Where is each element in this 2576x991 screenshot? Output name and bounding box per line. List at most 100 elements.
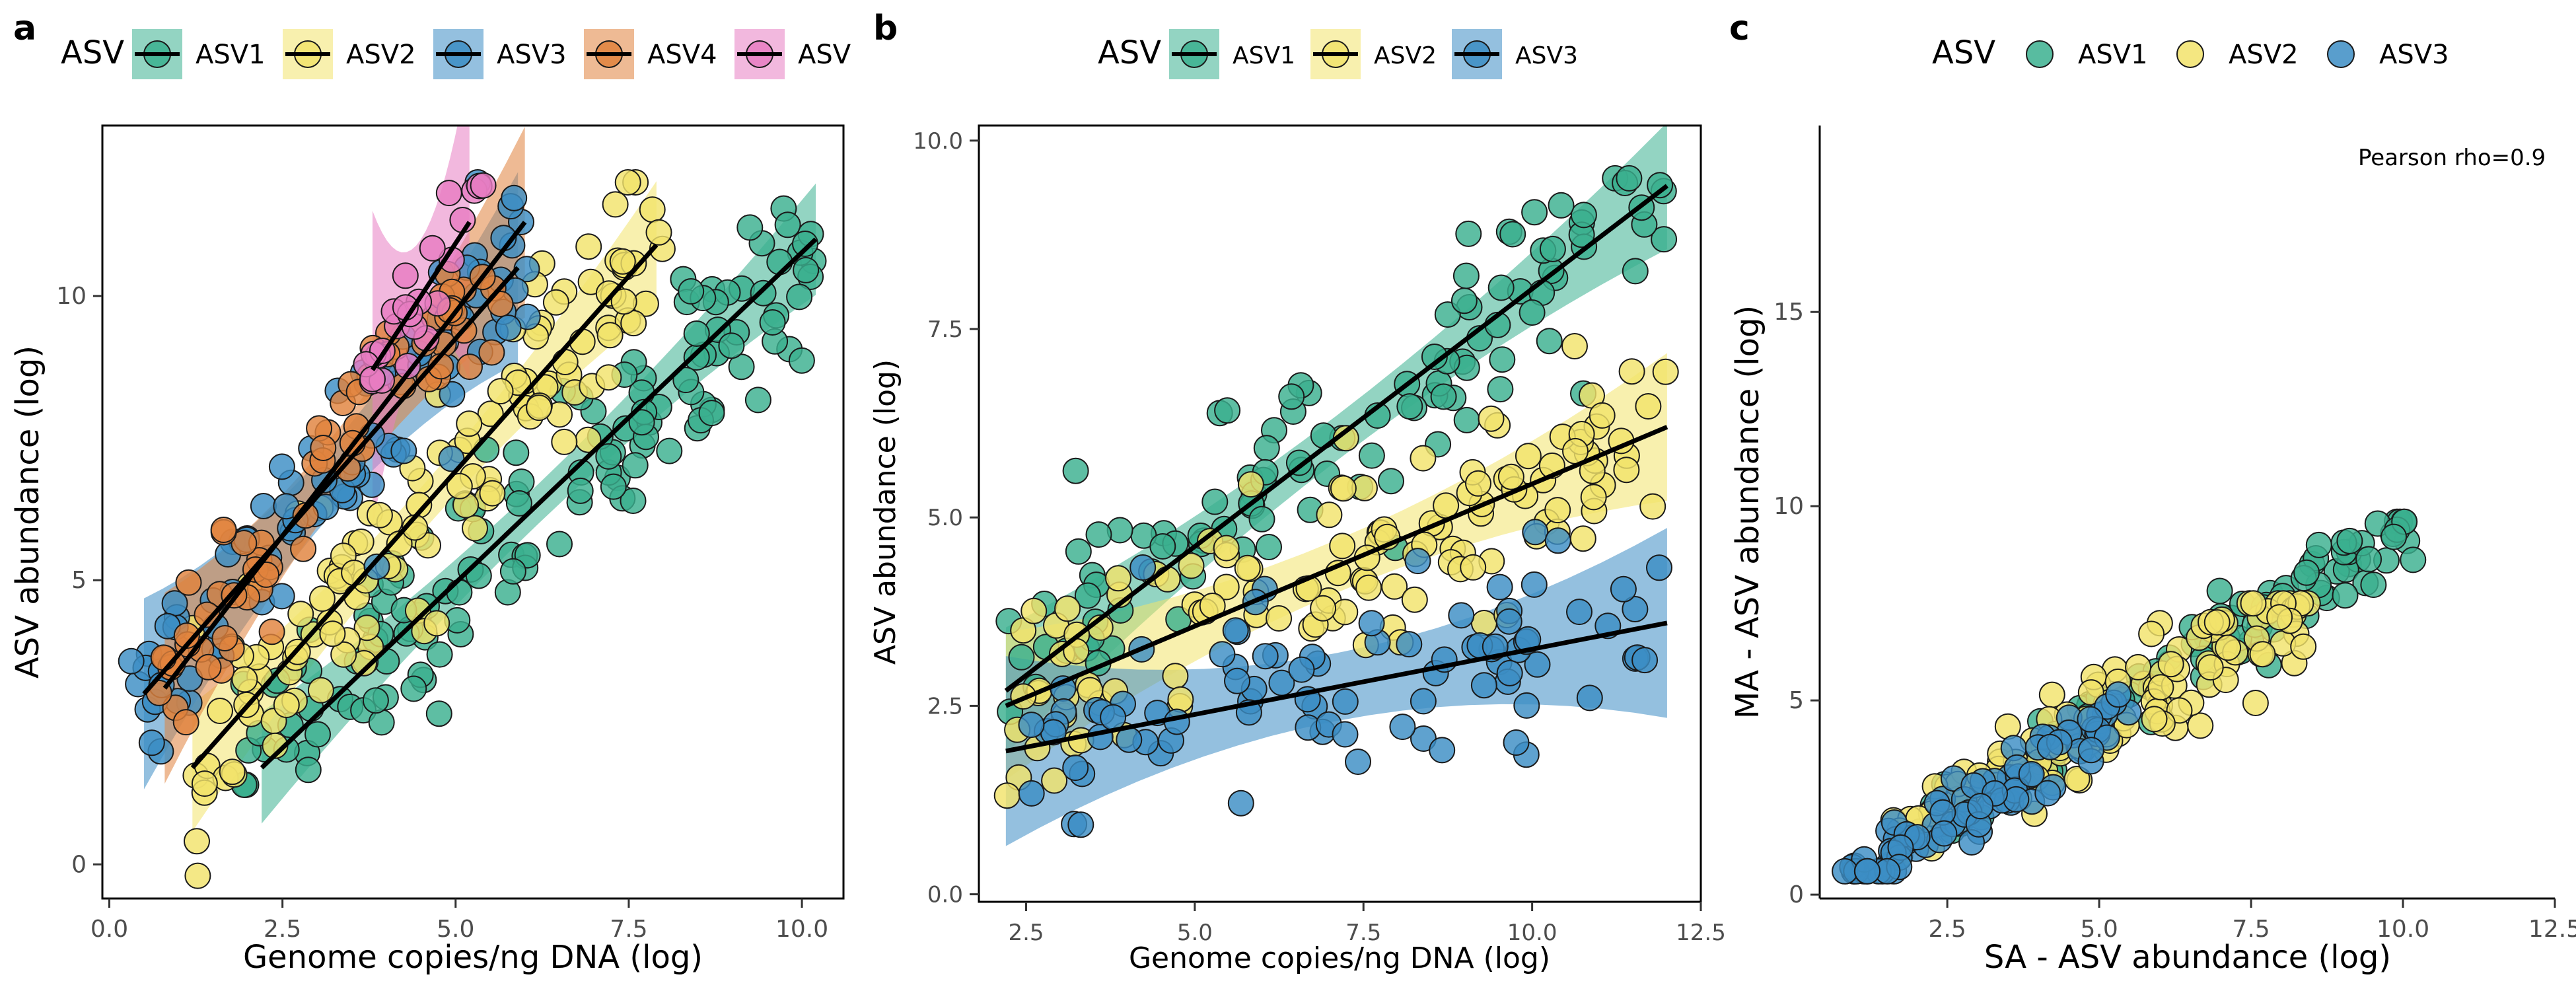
data-point-asv1 (1519, 299, 1546, 326)
data-point-asv1 (1358, 442, 1385, 469)
x-tick-label: 10.0 (2377, 916, 2429, 943)
legend-label: ASV2 (346, 40, 416, 70)
data-point-asv3 (1631, 647, 1659, 674)
data-point-asv2 (456, 410, 483, 437)
data-point-asv2 (1589, 402, 1616, 429)
data-point-asv4 (231, 530, 258, 556)
data-point-asv3 (1967, 793, 1994, 820)
data-point-asv1 (736, 214, 764, 241)
data-point-asv2 (231, 666, 258, 693)
data-point-asv4 (456, 353, 483, 381)
data-point-asv2 (2290, 633, 2317, 660)
data-point-asv2 (1401, 586, 1428, 613)
data-point-asv2 (347, 529, 375, 555)
data-point-asv2 (645, 219, 672, 246)
data-point-asv3 (2077, 706, 2104, 733)
data-point-asv2 (610, 288, 637, 315)
data-point-asv1 (503, 439, 530, 466)
data-point-asv3 (1854, 858, 1881, 885)
data-point-asv2 (1329, 532, 1356, 560)
data-point-asv3 (2018, 760, 2045, 788)
data-point-asv2 (330, 641, 357, 668)
data-point-asv1 (1487, 376, 1514, 403)
data-point-asv1 (595, 443, 622, 470)
y-tick-label: 10 (56, 283, 87, 310)
axes-b: 2.5 5.0 7.5 10.0 12.5 0.0 2.5 5.0 7.5 10.0 (913, 128, 1726, 946)
data-point-asv1 (622, 452, 649, 479)
data-point-asv2 (219, 758, 246, 786)
regression-line-asv2 (190, 243, 659, 770)
data-point-asv2 (2147, 674, 2174, 701)
panel-label-a: a (13, 9, 36, 48)
plot-frame-b (978, 124, 1702, 903)
data-point-asv1 (1453, 406, 1480, 433)
data-point-asv1 (362, 687, 389, 714)
data-point-asv3 (501, 184, 528, 211)
data-point-asv3 (1209, 641, 1236, 668)
panel-c: ASV ASV1 ASV2 ASV3 2.5 5.0 7.5 10.0 12.5 0 5 10 15… (1729, 34, 2576, 976)
data-point-asv1 (600, 473, 627, 500)
data-point-asv1 (1074, 582, 1101, 609)
data-point-asv1 (1548, 192, 1575, 219)
data-point-asv1 (620, 488, 647, 514)
data-point-asv2 (308, 585, 336, 612)
data-point-asv3 (1496, 659, 1523, 686)
data-point-asv (419, 235, 446, 262)
y-tick-label: 2.5 (927, 693, 963, 719)
axes-a: 0.0 2.5 5.0 7.5 10.0 0 5 10 (56, 283, 828, 943)
data-point-asv2 (2125, 653, 2152, 680)
data-point-asv4 (195, 653, 222, 680)
data-point-asv2 (446, 472, 473, 499)
data-point-asv3 (118, 647, 145, 675)
data-point-asv2 (1652, 358, 1679, 385)
plot-area-b (993, 126, 1679, 846)
data-point-asv2 (1460, 554, 1487, 581)
legend-label: ASV4 (647, 40, 717, 70)
data-point-asv1 (1521, 199, 1548, 226)
data-point-asv2 (2138, 620, 2165, 647)
data-point-asv3 (1566, 599, 1592, 626)
data-point-asv4 (310, 435, 337, 461)
data-point-asv3 (495, 314, 522, 342)
data-point-asv1 (1536, 328, 1563, 355)
data-point-asv3 (363, 553, 390, 580)
data-point-asv2 (1569, 525, 1596, 552)
data-point-asv3 (1410, 688, 1437, 715)
x-tick-label: 7.5 (610, 916, 647, 943)
data-point-asv3 (1486, 573, 1513, 601)
y-tick-label: 7.5 (927, 316, 963, 343)
x-tick-label: 5.0 (2080, 916, 2118, 943)
regression-line-asv1 (260, 237, 818, 770)
data-point-asv3 (1404, 548, 1431, 575)
data-point-asv2 (596, 322, 624, 349)
data-point-asv2 (207, 698, 233, 724)
legend-label: ASV1 (2078, 40, 2148, 70)
data-point-asv4 (175, 569, 202, 596)
y-tick-label: 0 (71, 851, 87, 878)
data-point-asv2 (993, 782, 1020, 809)
data-point-asv3 (1931, 820, 1958, 847)
data-point-asv1 (728, 353, 755, 381)
data-point-asv1 (683, 320, 710, 347)
data-point-asv2 (1639, 493, 1666, 520)
regression-line-asv1 (1004, 184, 1669, 693)
data-point-asv2 (2038, 681, 2065, 708)
data-point-asv1 (788, 347, 815, 374)
legend-title: ASV (1098, 34, 1161, 71)
axes-c: 2.5 5.0 7.5 10.0 12.5 0 5 10 15 (1773, 299, 2576, 943)
data-point-asv3 (2077, 737, 2104, 764)
x-tick-label: 10.0 (1507, 920, 1557, 946)
data-point-asv1 (426, 641, 453, 668)
data-point-asv2 (366, 501, 393, 529)
data-point-asv1 (683, 344, 710, 371)
data-point-asv1 (759, 309, 786, 336)
y-tick-label: 15 (1773, 299, 1804, 326)
data-point-asv3 (1332, 688, 1359, 715)
data-point-asv3 (1622, 596, 1649, 622)
data-point-asv2 (552, 349, 579, 375)
y-tick-label: 0.0 (927, 882, 963, 908)
data-point-asv1 (2400, 546, 2427, 573)
data-point-asv2 (1105, 565, 1131, 592)
data-point-asv2 (487, 378, 514, 405)
